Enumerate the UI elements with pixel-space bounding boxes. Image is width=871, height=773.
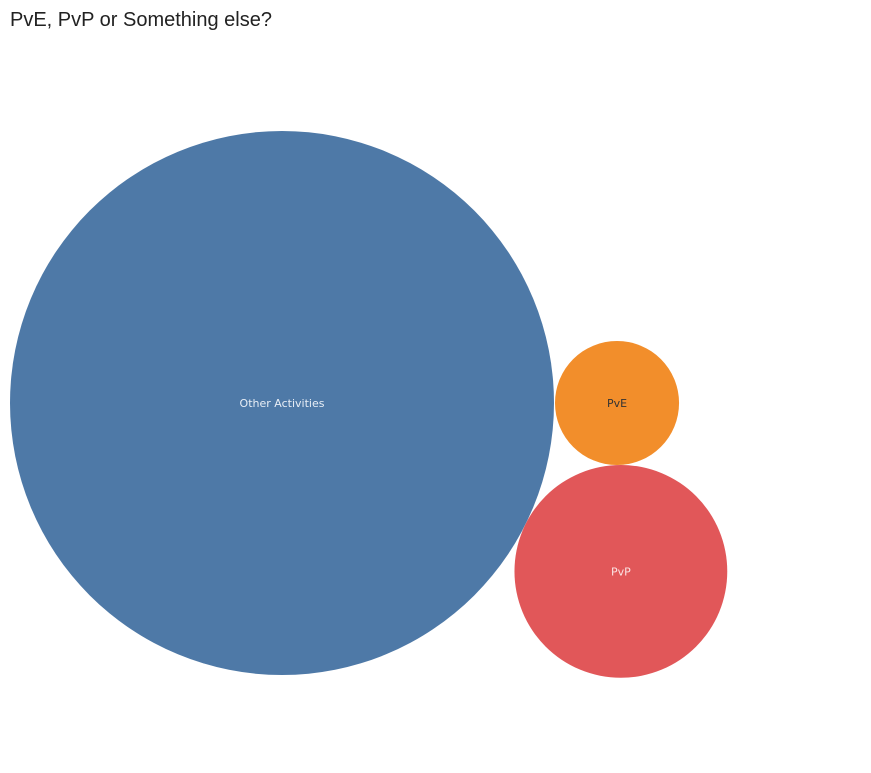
bubble-label-pvp: PvP bbox=[611, 565, 631, 578]
chart-title: PvE, PvP or Something else? bbox=[10, 9, 272, 31]
bubble-label-other-activities: Other Activities bbox=[240, 397, 325, 410]
bubble-other-activities[interactable] bbox=[10, 131, 554, 675]
bubble-label-pve: PvE bbox=[607, 397, 627, 410]
bubble-pve[interactable] bbox=[555, 340, 680, 466]
bubble-pvp[interactable] bbox=[514, 464, 728, 678]
